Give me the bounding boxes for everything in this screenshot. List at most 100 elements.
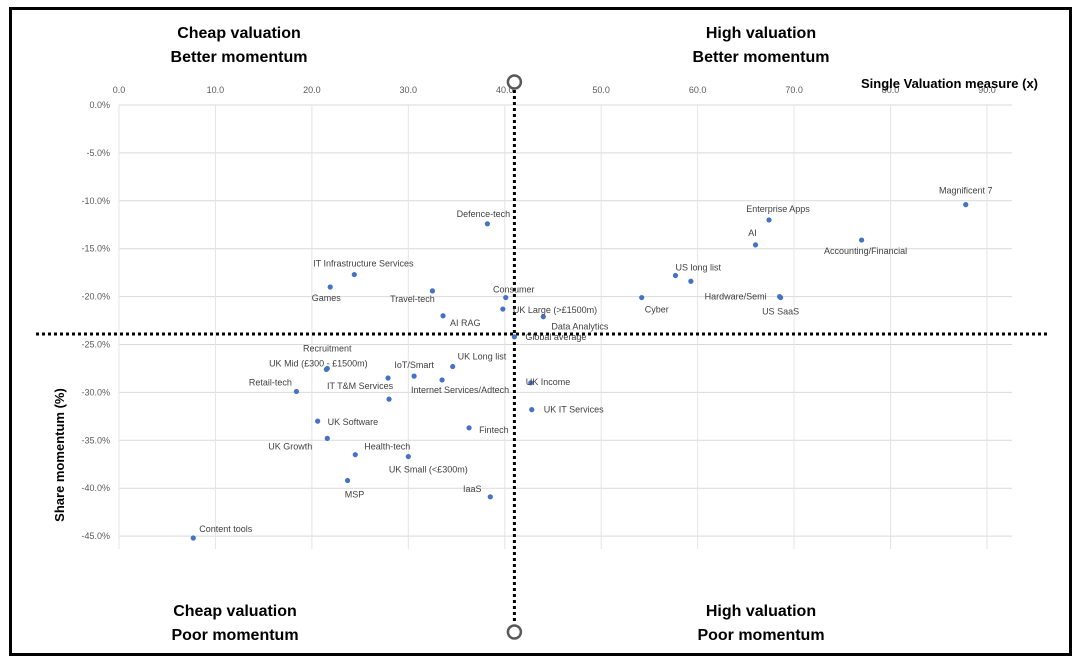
data-label: Travel-tech bbox=[390, 294, 435, 304]
data-point bbox=[777, 294, 784, 301]
divider-bottom-circle-marker bbox=[506, 624, 523, 640]
data-point bbox=[528, 380, 534, 386]
data-point bbox=[858, 237, 865, 243]
y-tick-label: -20.0% bbox=[81, 292, 110, 302]
data-label: UK Mid (£300 - £1500m) bbox=[269, 358, 368, 368]
quadrant-top-right-line1: High valuation bbox=[706, 25, 816, 42]
quadrant-bottom-left-line1: Cheap valuation bbox=[173, 603, 297, 620]
x-tick-label: 80.0 bbox=[882, 85, 900, 95]
data-point bbox=[529, 407, 535, 413]
data-point bbox=[429, 288, 436, 294]
data-point bbox=[405, 453, 411, 460]
x-tick-label: 60.0 bbox=[689, 85, 707, 95]
data-point bbox=[327, 284, 333, 290]
y-axis-title: Share momentum (%) bbox=[52, 388, 67, 522]
data-label: Fintech bbox=[479, 425, 509, 435]
data-point bbox=[293, 388, 300, 395]
x-tick-label: 50.0 bbox=[592, 85, 610, 95]
x-tick-label: 0.0 bbox=[113, 85, 126, 95]
data-label: Accounting/Financial bbox=[824, 246, 907, 256]
data-label: Cyber bbox=[645, 305, 669, 315]
x-tick-label: 10.0 bbox=[207, 85, 225, 95]
data-point bbox=[352, 452, 358, 458]
data-point bbox=[466, 425, 472, 431]
data-label: UK Large (>£1500m) bbox=[513, 305, 597, 315]
data-point bbox=[484, 221, 491, 227]
data-point bbox=[190, 535, 196, 541]
data-point bbox=[450, 363, 456, 370]
data-label: Internet Services/Adtech bbox=[411, 385, 509, 395]
data-label: MSP bbox=[345, 490, 365, 500]
data-label: Content tools bbox=[199, 524, 253, 534]
data-point bbox=[963, 202, 969, 208]
data-point bbox=[672, 272, 679, 279]
y-tick-label: -5.0% bbox=[86, 148, 110, 158]
data-point bbox=[351, 271, 357, 278]
y-tick-label: -25.0% bbox=[81, 340, 110, 350]
y-tick-label: -30.0% bbox=[81, 387, 110, 397]
data-label: Recruitment bbox=[303, 343, 352, 353]
y-tick-label: -35.0% bbox=[81, 435, 110, 445]
data-label: Magnificent 7 bbox=[939, 186, 993, 196]
data-label: Games bbox=[312, 293, 342, 303]
y-tick-label: -10.0% bbox=[81, 196, 110, 206]
data-points bbox=[190, 202, 969, 541]
x-axis-title: Single Valuation measure (x) bbox=[861, 76, 1038, 91]
data-point bbox=[540, 314, 546, 320]
data-point bbox=[639, 294, 645, 301]
data-point bbox=[500, 306, 506, 312]
data-point bbox=[411, 373, 417, 379]
data-point bbox=[385, 375, 391, 381]
data-label: Data Analytics bbox=[551, 322, 609, 332]
x-tick-label: 30.0 bbox=[400, 85, 418, 95]
divider-top-circle-marker bbox=[506, 74, 523, 90]
data-label: IaaS bbox=[463, 484, 482, 494]
gridlines bbox=[118, 104, 1012, 549]
data-label: Hardware/Semi bbox=[705, 292, 767, 302]
axis-ticks: 0.0% -5.0% -10.0% -15.0% -20.0% -25.0% -30.0% -… bbox=[81, 85, 995, 541]
data-label: AI RAG bbox=[450, 318, 481, 328]
data-label: US long list bbox=[675, 263, 721, 273]
y-tick-label: -45.0% bbox=[81, 531, 110, 541]
data-point bbox=[766, 217, 772, 223]
y-tick-label: 0.0% bbox=[89, 100, 110, 110]
x-tick-label: 40.0 bbox=[496, 85, 514, 95]
data-point bbox=[315, 418, 321, 424]
quadrant-top-right-line2: Better momentum bbox=[693, 49, 830, 66]
data-point bbox=[386, 396, 392, 402]
data-label: UK IT Services bbox=[544, 405, 604, 415]
quadrant-bottom-right-line2: Poor momentum bbox=[697, 627, 824, 644]
chart-frame bbox=[9, 7, 1072, 656]
data-label: US SaaS bbox=[762, 307, 799, 317]
data-label: IT T&M Services bbox=[327, 381, 394, 391]
data-label: Enterprise Apps bbox=[746, 204, 810, 214]
data-label: UK Long list bbox=[458, 352, 507, 362]
quadrant-dividers bbox=[36, 74, 1048, 640]
data-point bbox=[323, 366, 329, 373]
data-label: Consumer bbox=[493, 285, 535, 295]
data-label: IoT/Smart bbox=[394, 360, 434, 370]
data-labels: Magnificent 7 Enterprise Apps AI Accounting… bbox=[199, 186, 992, 534]
quadrant-bottom-left-line2: Poor momentum bbox=[171, 627, 298, 644]
x-tick-label: 20.0 bbox=[303, 85, 321, 95]
data-label: UK Growth bbox=[268, 441, 312, 451]
data-point bbox=[344, 477, 351, 484]
data-point bbox=[752, 242, 759, 248]
data-point bbox=[688, 278, 694, 284]
data-label: UK Income bbox=[526, 377, 571, 387]
data-point bbox=[511, 334, 518, 340]
x-tick-label: 70.0 bbox=[785, 85, 803, 95]
data-point bbox=[440, 313, 446, 319]
data-point bbox=[324, 435, 330, 441]
data-label: Defence-tech bbox=[457, 209, 511, 219]
y-tick-label: -40.0% bbox=[81, 483, 110, 493]
data-label: IT Infrastructure Services bbox=[313, 259, 414, 269]
data-label: Health-tech bbox=[364, 442, 410, 452]
x-tick-label: 90.0 bbox=[978, 85, 996, 95]
quadrant-top-left-line1: Cheap valuation bbox=[177, 25, 301, 42]
data-label: Global average bbox=[525, 332, 586, 342]
data-label: Retail-tech bbox=[249, 377, 292, 387]
data-point bbox=[487, 494, 493, 500]
data-label: UK Small (<£300m) bbox=[389, 465, 468, 475]
